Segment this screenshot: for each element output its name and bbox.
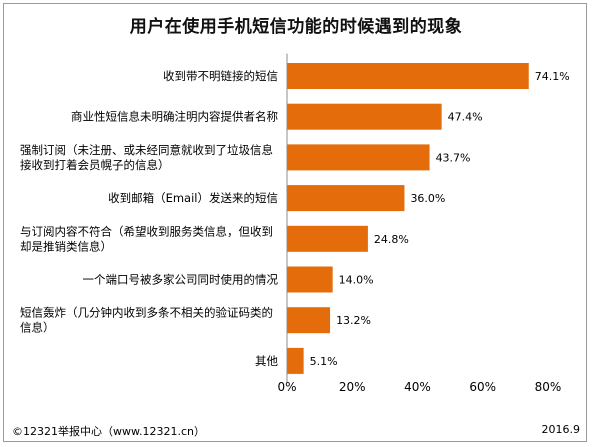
x-tick-label: 20% bbox=[339, 380, 366, 394]
category-label: 信息） bbox=[20, 321, 55, 335]
value-label: 43.7% bbox=[436, 151, 471, 164]
x-tick-label: 80% bbox=[535, 380, 562, 394]
value-label: 47.4% bbox=[448, 111, 483, 124]
category-label: 一个端口号被多家公司同时使用的情况 bbox=[83, 273, 279, 287]
value-label: 5.1% bbox=[310, 355, 338, 368]
category-label: 收到带不明链接的短信 bbox=[163, 69, 278, 83]
category-label: 接收到打着会员幌子的信息） bbox=[20, 158, 170, 172]
category-label: 收到邮箱（Email）发送来的短信 bbox=[108, 191, 278, 205]
category-label: 短信轰炸（几分钟内收到多条不相关的验证码类的 bbox=[20, 306, 273, 320]
bar bbox=[287, 103, 442, 130]
bar bbox=[287, 225, 368, 252]
value-labels: 74.1% 47.4% 43.7% 36.0% 24.8% 14.0% 13.2% 5.1% bbox=[310, 70, 570, 368]
bar bbox=[287, 144, 430, 171]
bar bbox=[287, 347, 304, 374]
category-label: 与订阅内容不符合（希望收到服务类信息，但收到 bbox=[20, 224, 273, 238]
x-axis: 0% 20% 40% 60% 80% bbox=[277, 53, 562, 394]
source-note: ©12321举报中心（www.12321.cn） bbox=[12, 425, 205, 438]
bar bbox=[287, 307, 331, 334]
chart-title: 用户在使用手机短信功能的时候遇到的现象 bbox=[129, 17, 463, 37]
category-label: 商业性短信息未明确注明内容提供者名称 bbox=[71, 110, 278, 124]
value-label: 13.2% bbox=[336, 314, 371, 327]
category-label: 其他 bbox=[255, 354, 278, 368]
bar bbox=[287, 63, 529, 89]
value-label: 14.0% bbox=[339, 274, 374, 287]
value-label: 74.1% bbox=[535, 70, 570, 83]
category-label: 强制订阅（未注册、或未经同意就收到了垃圾信息 bbox=[20, 143, 273, 157]
value-label: 36.0% bbox=[410, 192, 445, 205]
category-labels: 收到带不明链接的短信商业性短信息未明确注明内容提供者名称强制订阅（未注册、或未经… bbox=[20, 69, 278, 368]
x-tick-label: 40% bbox=[404, 380, 431, 394]
category-label: 却是推销类信息） bbox=[20, 239, 112, 253]
value-label: 24.8% bbox=[374, 233, 409, 246]
bar bbox=[287, 185, 405, 212]
x-tick-label: 60% bbox=[469, 380, 496, 394]
bar bbox=[287, 266, 333, 293]
bars bbox=[287, 63, 529, 374]
date-note: 2016.9 bbox=[541, 423, 581, 436]
x-tick-label: 0% bbox=[277, 380, 296, 394]
